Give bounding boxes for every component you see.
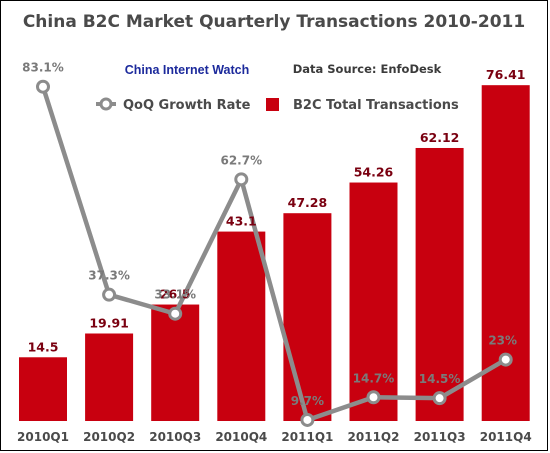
growth-point-2010Q4 (234, 172, 249, 187)
growth-point-2011Q2 (366, 390, 381, 405)
growth-label-2010Q1: 83.1% (22, 61, 64, 75)
bar-2011Q2 (349, 182, 398, 421)
growth-label-2011Q3: 14.5% (419, 372, 461, 386)
growth-label-2010Q2: 37.3% (88, 269, 130, 283)
growth-label-2010Q4: 62.7% (220, 153, 262, 167)
category-label-2011Q4: 2011Q4 (480, 430, 532, 444)
bar-label-2011Q3: 62.12 (420, 130, 460, 145)
bar-label-2011Q4: 76.41 (486, 67, 526, 82)
growth-point-2010Q2 (102, 287, 117, 302)
bar-label-2010Q4: 43.1 (226, 214, 257, 229)
category-label-2010Q3: 2010Q3 (149, 430, 201, 444)
category-label-2011Q1: 2011Q1 (281, 430, 333, 444)
legend-line-label: QoQ Growth Rate (123, 98, 251, 113)
legend-line-marker (99, 97, 113, 111)
bar-2010Q4 (217, 231, 266, 421)
line-labels-layer: 83.1% 37.3% 33.1% 62.7% 9.7% 14.7% 14.5% 23% (22, 61, 517, 408)
growth-rate-line (40, 86, 507, 423)
bar-labels-layer: 14.5 19.91 26.5 43.1 47.28 54.26 62.12 76.41 (28, 67, 526, 354)
category-label-2010Q2: 2010Q2 (83, 430, 135, 444)
bar-2011Q3 (415, 147, 464, 421)
growth-point-2011Q4 (498, 352, 513, 367)
bar-label-2010Q1: 14.5 (28, 339, 59, 354)
growth-label-2011Q4: 23% (488, 334, 517, 348)
growth-point-2011Q1 (300, 412, 315, 427)
growth-line-layer (36, 79, 513, 427)
bar-2010Q1 (19, 357, 67, 421)
bars-layer (19, 85, 530, 422)
category-label-2011Q3: 2011Q3 (414, 430, 466, 444)
legend-bar-label: B2C Total Transactions (293, 98, 459, 113)
category-label-2010Q1: 2010Q1 (17, 430, 69, 444)
growth-label-2011Q1: 9.7% (291, 394, 324, 408)
bar-2010Q3 (151, 304, 200, 421)
bar-label-2010Q2: 19.91 (89, 315, 129, 330)
chart-title: China B2C Market Quarterly Transactions … (23, 12, 525, 32)
legend-bar-swatch (266, 98, 279, 111)
growth-point-2010Q1 (36, 79, 50, 94)
bar-2011Q1 (283, 213, 332, 421)
legend: QoQ Growth Rate B2C Total Transactions (96, 97, 459, 113)
category-label-2010Q4: 2010Q4 (215, 430, 267, 444)
growth-label-2010Q3: 33.1% (154, 288, 196, 302)
bar-2010Q2 (85, 333, 134, 421)
bar-label-2011Q2: 54.26 (354, 165, 394, 180)
growth-point-2010Q3 (168, 306, 183, 321)
data-source-label: Data Source: EnfoDesk (293, 62, 442, 76)
growth-point-2011Q3 (432, 391, 447, 406)
bar-label-2010Q3: 26.5 (160, 287, 191, 302)
bar-label-2011Q1: 47.28 (288, 195, 328, 210)
category-labels-layer: 2010Q1 2010Q2 2010Q3 2010Q4 2011Q1 2011Q2 2011… (17, 430, 532, 444)
brand-label: China Internet Watch (125, 63, 250, 77)
category-label-2011Q2: 2011Q2 (348, 430, 400, 444)
growth-label-2011Q2: 14.7% (353, 371, 395, 385)
